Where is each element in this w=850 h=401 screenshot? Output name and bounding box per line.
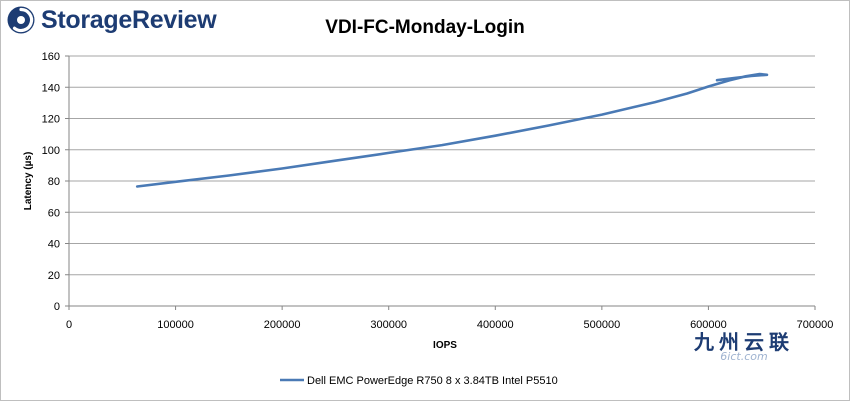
series-line xyxy=(135,72,769,188)
x-tick-label: 700000 xyxy=(797,319,834,331)
y-tick-label: 160 xyxy=(42,51,60,63)
legend-label: Dell EMC PowerEdge R750 8 x 3.84TB Intel… xyxy=(307,375,558,387)
y-tick-label: 80 xyxy=(48,176,60,188)
chart-title: VDI-FC-Monday-Login xyxy=(325,17,524,38)
y-tick-label: 20 xyxy=(48,270,60,282)
x-tick-label: 300000 xyxy=(370,319,407,331)
storagereview-logo: StorageReview xyxy=(6,4,217,36)
y-tick-label: 0 xyxy=(54,301,60,313)
x-tick-label: 200000 xyxy=(264,319,301,331)
x-tick-label: 400000 xyxy=(477,319,514,331)
y-tick-label: 60 xyxy=(48,207,60,219)
x-tick-label: 600000 xyxy=(690,319,727,331)
y-tick-label: 120 xyxy=(42,114,60,126)
logo-text: StorageReview xyxy=(41,5,217,34)
logo-mark-icon xyxy=(7,6,35,34)
x-axis-title: IOPS xyxy=(433,340,457,351)
y-axis-title: Latency (µs) xyxy=(23,152,34,211)
watermark: 九州云联 6ict.com xyxy=(694,332,794,362)
x-tick-label: 0 xyxy=(66,319,72,331)
y-tick-label: 40 xyxy=(48,239,60,251)
x-tick-label: 100000 xyxy=(157,319,194,331)
watermark-en: 6ict.com xyxy=(720,350,768,363)
y-tick-label: 140 xyxy=(42,82,60,94)
y-tick-label: 100 xyxy=(42,145,60,157)
x-tick-label: 500000 xyxy=(583,319,620,331)
watermark-cn: 九州云联 xyxy=(694,330,794,354)
